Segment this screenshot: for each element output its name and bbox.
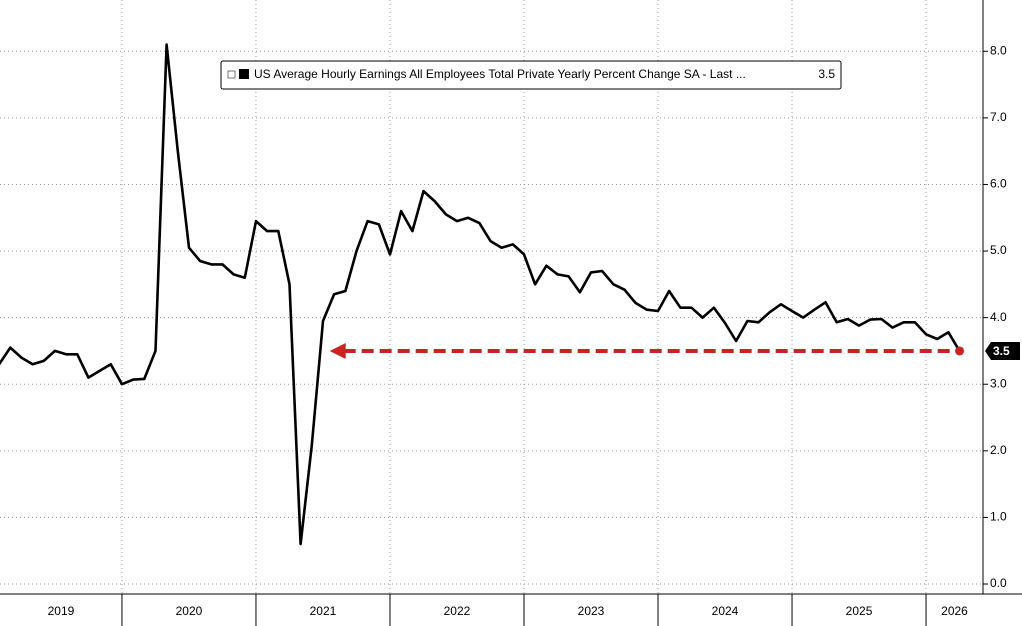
last-value-label: 3.5 <box>993 344 1010 358</box>
y-tick-label: 6.0 <box>990 177 1007 191</box>
x-tick-label: 2020 <box>176 604 203 618</box>
y-tick-label: 3.0 <box>990 376 1007 390</box>
x-tick-label: 2021 <box>310 604 337 618</box>
y-tick-label: 4.0 <box>990 310 1007 324</box>
legend-box <box>220 60 842 90</box>
y-tick-label: 7.0 <box>990 110 1007 124</box>
x-tick-label: 2022 <box>444 604 471 618</box>
y-tick-label: 2.0 <box>990 443 1007 457</box>
legend: US Average Hourly Earnings All Employees… <box>220 60 842 90</box>
reference-dot <box>955 346 965 356</box>
x-tick-label: 2019 <box>48 604 75 618</box>
x-tick-label: 2023 <box>578 604 605 618</box>
legend-label: US Average Hourly Earnings All Employees… <box>254 67 746 81</box>
x-tick-label: 2025 <box>846 604 873 618</box>
legend-swatch <box>239 69 249 79</box>
reference-arrowhead <box>329 342 346 359</box>
legend-icon <box>227 70 236 79</box>
y-tick-label: 8.0 <box>990 43 1007 57</box>
last-value-tag <box>985 341 1020 360</box>
y-tick-label: 5.0 <box>990 243 1007 257</box>
y-tick-label: 0.0 <box>990 576 1007 590</box>
x-tick-label: 2026 <box>941 604 968 618</box>
y-tick-label: 1.0 <box>990 510 1007 524</box>
x-tick-label: 2024 <box>712 604 739 618</box>
legend-last-value: 3.5 <box>818 67 835 81</box>
line <box>0 43 961 546</box>
